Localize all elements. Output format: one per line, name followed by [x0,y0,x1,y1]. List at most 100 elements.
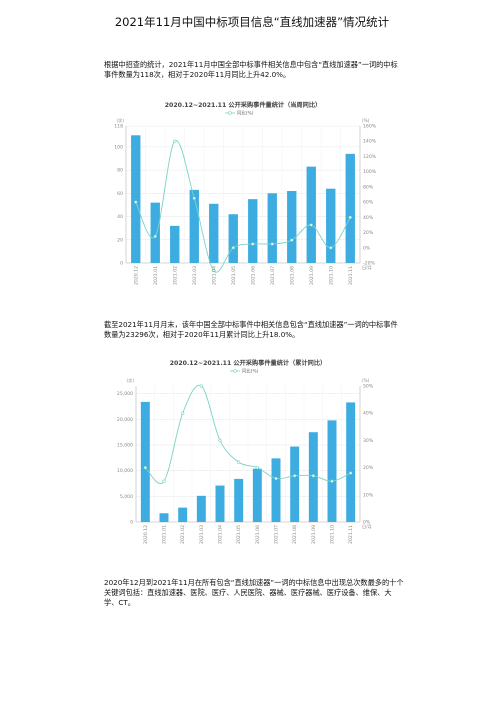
line-point [311,474,315,478]
line-point [329,246,333,250]
x-tick-label: 2021.02 [172,266,178,285]
bar [228,214,238,263]
line-point [270,242,274,246]
left-tick-label: 0 [120,261,123,267]
bar [196,495,206,522]
line-point [192,196,196,200]
chart-cumulative-yoy: 2020.12~2021.11 公开采购事件量统计（累计同比） 同比(%) (次) (… [112,356,380,544]
line-point [143,465,147,470]
chart-monthly-svg: 2020.12~2021.11 公开采购事件量统计（当周同比）同比(%) (次) (… [114,101,377,285]
chart-cumulative-svg: 2020.12~2021.11 公开采购事件量统计（累计同比）同比(%) (次) (… [117,359,374,544]
page-title: 2021年11月中国中标项目信息“直线加速器”情况统计 [114,15,390,29]
right-tick-label: 10% [363,492,374,498]
line-point [274,476,278,481]
bar [271,458,281,522]
x-tick-label: 2021.01 [153,266,159,285]
right-tick-label: 100% [363,169,377,175]
bar [346,402,356,522]
paragraph-monthly: 根据中招查的统计，2021年11月中国全部中标事件相关信息中包含“直线加速器”一… [104,60,398,79]
x-tick-label: 2021.04 [211,266,217,285]
bar [215,485,225,522]
x-tick-label: 2021.09 [309,266,315,285]
chart-monthly-yoy: 2020.12~2021.11 公开采购事件量统计（当周同比） 同比(%) (次) (… [112,98,380,285]
left-tick-label: 15,000 [117,443,133,449]
paragraph-cumulative: 截至2021年11月月末，该年中国全部中标事件中相关信息包含“直线加速器”一词的… [104,320,398,339]
left-tick-label: 118 [114,124,123,130]
legend-marker [233,369,237,373]
right-tick-label: 40% [363,215,374,221]
x-tick-label: 2021.11 [348,525,354,544]
legend-marker [228,111,232,115]
bar [267,193,277,263]
right-tick-label: 50% [363,384,374,390]
left-tick-label: 60 [117,191,123,197]
line-point [134,200,138,204]
x-tick-label: 2021.09 [311,525,317,544]
right-tick-label: 160% [363,124,377,130]
x-tick-label: 2021.06 [255,525,261,544]
right-axis-unit: (%) [362,118,370,123]
x-axis-unit: 日/月 [362,524,372,530]
x-tick-label: 2021.06 [250,266,256,285]
line-point [162,479,166,483]
line-point [218,438,222,442]
line-point [290,238,294,242]
right-tick-label: 40% [363,411,374,417]
x-tick-label: 2021.03 [192,266,198,285]
bar [248,199,258,263]
x-tick-label: 2021.08 [289,266,295,285]
x-tick-label: 2020.12 [133,266,139,285]
x-tick-label: 2021.05 [231,266,237,285]
x-tick-label: 2021.01 [162,525,168,544]
line-point [181,411,185,415]
right-tick-label: 60% [363,200,374,206]
bar [159,513,169,522]
line-point [349,471,353,475]
x-tick-label: 2020.12 [143,525,149,544]
bar [306,166,316,263]
line-point [231,246,235,250]
left-tick-label: 20,000 [117,417,133,423]
x-tick-label: 2021.11 [348,266,354,285]
line-point [212,269,216,273]
line-point [348,215,352,219]
right-tick-label: 0% [363,520,371,526]
bar [345,153,355,263]
bar [170,225,180,263]
x-tick-label: 2021.04 [218,525,224,544]
right-tick-label: 20% [363,465,374,471]
legend-label: 同比(%) [237,110,254,117]
x-tick-label: 2021.03 [199,525,205,544]
bar [287,191,297,263]
chart-title: 2020.12~2021.11 公开采购事件量统计（累计同比） [170,359,327,367]
bar [327,420,337,522]
line-point [255,465,259,470]
left-axis-unit: (次) [127,377,135,384]
bar [290,446,300,522]
left-tick-label: 0 [130,520,133,526]
right-tick-label: 120% [363,154,377,160]
line-point [173,139,177,143]
left-axis-unit: (次) [117,117,125,124]
left-tick-label: 10,000 [117,468,133,474]
right-tick-label: 30% [363,438,374,444]
x-tick-label: 2021.07 [270,266,276,285]
right-tick-label: 20% [363,230,374,236]
bar [234,478,244,522]
right-tick-label: 80% [363,184,374,190]
bar [189,189,199,263]
line-point [251,242,255,246]
x-tick-label: 2021.05 [236,525,242,544]
line-point [237,460,241,464]
left-tick-label: 5,000 [120,494,133,500]
bar [140,401,150,522]
bar [326,188,336,263]
x-axis-unit: 日/月 [362,265,372,271]
right-tick-label: 0% [363,245,371,251]
left-tick-label: 100 [114,144,123,150]
left-tick-label: 25,000 [117,391,133,397]
line-point [293,474,297,478]
bar [209,203,219,263]
x-tick-label: 2021.02 [180,525,186,544]
left-tick-label: 40 [117,214,123,220]
